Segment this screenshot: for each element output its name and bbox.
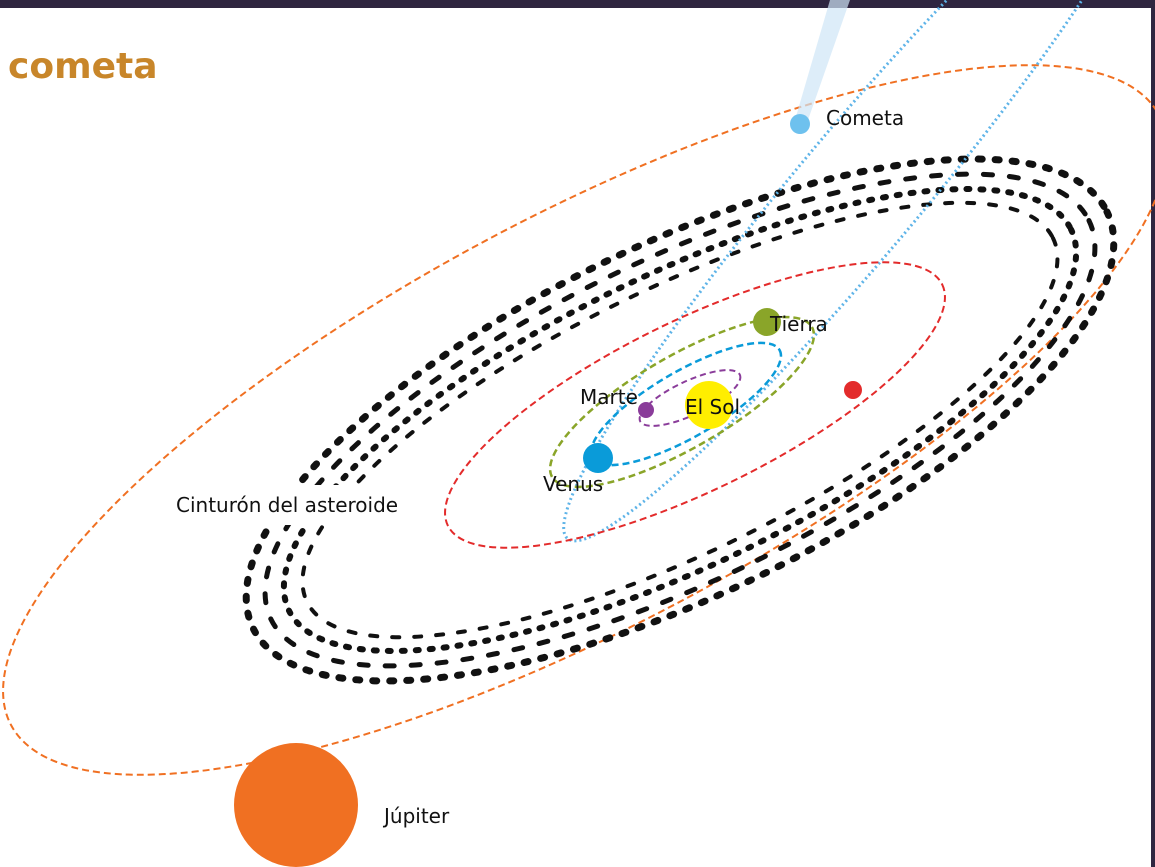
slide-title: cometa: [8, 46, 158, 87]
sun-label: El Sol: [685, 395, 740, 419]
slide: cometa Cometa Tierra Marte El Sol Venus …: [0, 0, 1155, 867]
comet: [790, 114, 810, 134]
venus-label: Venus: [543, 472, 603, 496]
mars-label: Marte: [580, 385, 638, 409]
mars: [638, 402, 654, 418]
venus: [583, 443, 613, 473]
comet-label: Cometa: [826, 106, 904, 130]
comet-orbit: [520, 0, 1155, 578]
top-bar: [0, 0, 1155, 8]
jupiter-label: Júpiter: [382, 804, 450, 828]
page: cometa Cometa Tierra Marte El Sol Venus …: [0, 0, 1155, 867]
belt-label: Cinturón del asteroide: [176, 493, 398, 517]
red-planet: [844, 381, 862, 399]
comet-tail: [795, 0, 850, 120]
earth-label: Tierra: [769, 312, 828, 336]
asteroid-belt: [176, 54, 1155, 785]
jupiter: [234, 743, 358, 867]
side-bar: [1151, 0, 1155, 867]
